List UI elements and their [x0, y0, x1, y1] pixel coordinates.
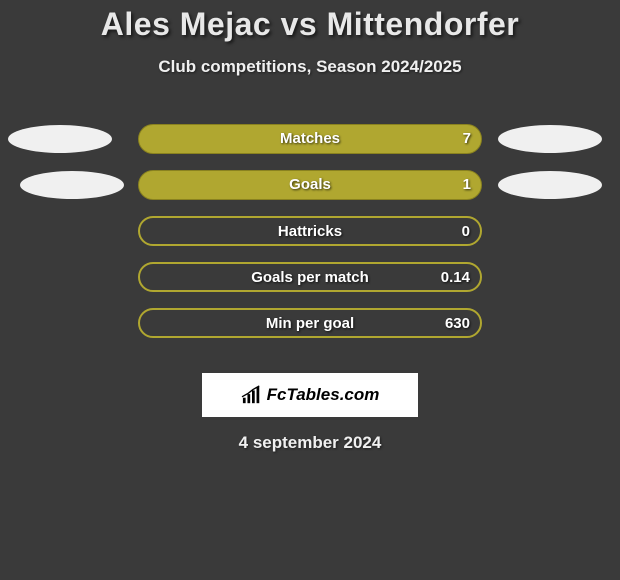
stat-bar: Hattricks0	[138, 216, 482, 246]
stat-label: Goals per match	[140, 269, 480, 286]
stat-label: Goals	[139, 176, 481, 193]
right-player-marker	[498, 171, 602, 199]
stat-bar: Matches7	[138, 124, 482, 154]
bar-chart-icon	[241, 385, 263, 405]
right-player-marker	[498, 125, 602, 153]
date-text: 4 september 2024	[0, 433, 620, 453]
logo-text: FcTables.com	[267, 385, 380, 405]
stat-bar: Goals1	[138, 170, 482, 200]
stat-value: 630	[445, 315, 470, 332]
left-player-marker	[8, 125, 112, 153]
stat-label: Min per goal	[140, 315, 480, 332]
stat-value: 0.14	[441, 269, 470, 286]
comparison-card: Ales Mejac vs Mittendorfer Club competit…	[0, 0, 620, 580]
stat-label: Hattricks	[140, 223, 480, 240]
stat-row: Min per goal630	[0, 309, 620, 355]
stat-value: 0	[462, 223, 470, 240]
page-title: Ales Mejac vs Mittendorfer	[0, 0, 620, 43]
stat-row: Goals1	[0, 171, 620, 217]
subtitle: Club competitions, Season 2024/2025	[0, 57, 620, 77]
stat-row: Goals per match0.14	[0, 263, 620, 309]
left-player-marker	[20, 171, 124, 199]
stat-value: 7	[463, 130, 471, 147]
stat-value: 1	[463, 176, 471, 193]
stat-bar: Min per goal630	[138, 308, 482, 338]
stat-row: Hattricks0	[0, 217, 620, 263]
logo-box[interactable]: FcTables.com	[202, 373, 418, 417]
stats-area: Matches7Goals1Hattricks0Goals per match0…	[0, 125, 620, 355]
logo-content: FcTables.com	[241, 385, 380, 405]
stat-bar: Goals per match0.14	[138, 262, 482, 292]
stat-row: Matches7	[0, 125, 620, 171]
stat-label: Matches	[139, 130, 481, 147]
